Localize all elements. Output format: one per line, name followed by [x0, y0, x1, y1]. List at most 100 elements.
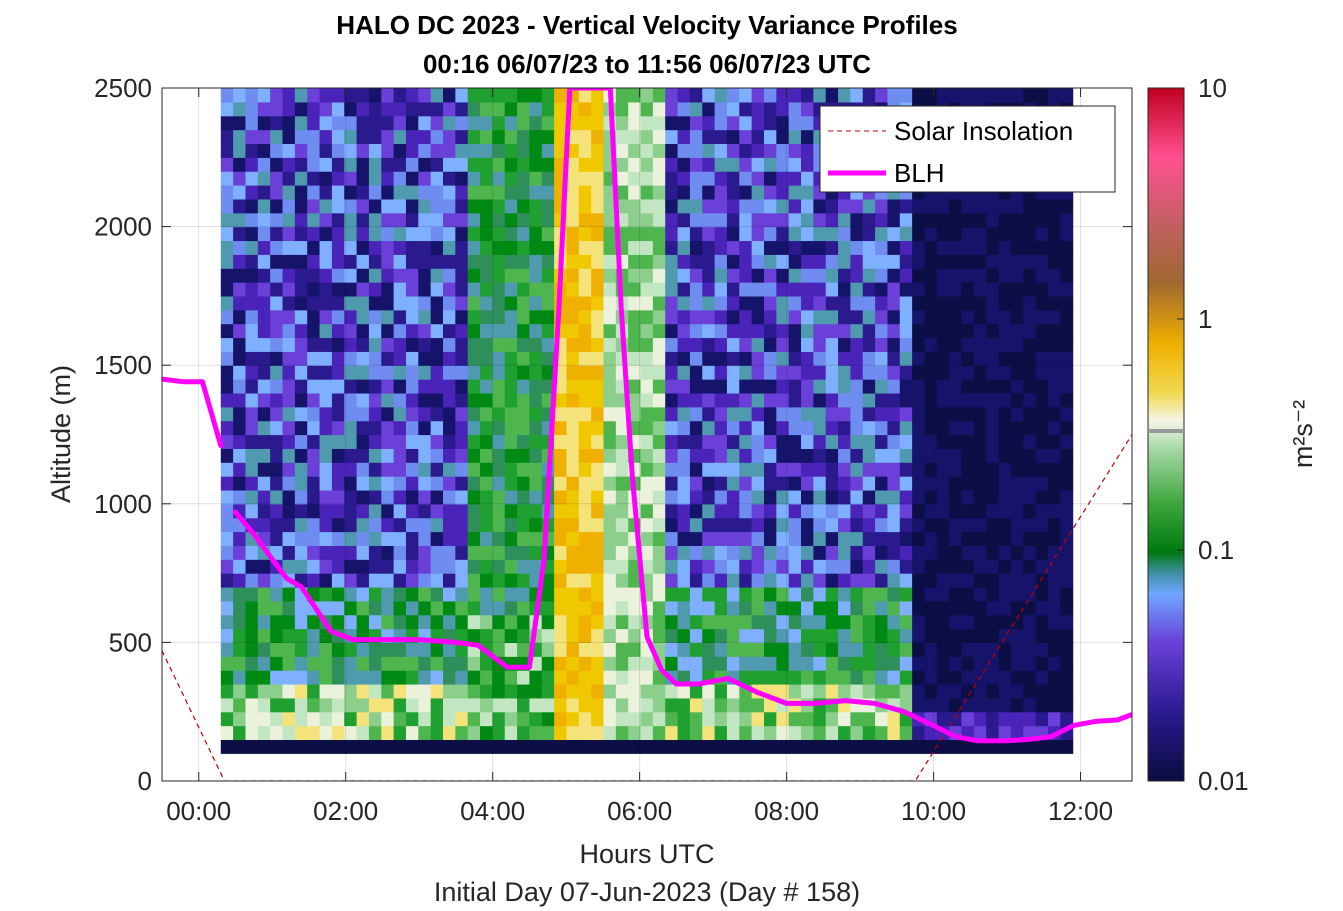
heatmap-cell [393, 573, 407, 588]
heatmap-cell [949, 683, 963, 699]
heatmap-cell [986, 614, 1000, 630]
heatmap-cell [850, 420, 864, 436]
heatmap-cell [813, 531, 827, 546]
heatmap-cell [912, 212, 926, 228]
heatmap-cell [665, 254, 679, 269]
heatmap-cell [233, 254, 247, 269]
heatmap-cell [566, 559, 580, 574]
x-tick-label: 04:00 [460, 796, 525, 826]
heatmap-cell [578, 697, 592, 713]
heatmap-cell [331, 739, 345, 754]
heatmap-cell [529, 503, 543, 519]
heatmap-cell [862, 309, 876, 325]
heatmap-cell [492, 212, 506, 228]
heatmap-cell [455, 406, 469, 422]
heatmap-cell [492, 365, 506, 380]
heatmap-cell [1060, 337, 1074, 352]
heatmap-cell [578, 683, 592, 699]
heatmap-cell [665, 434, 679, 449]
heatmap-cell [1010, 88, 1024, 103]
heatmap-cell [356, 365, 370, 380]
heatmap-cell [1060, 614, 1074, 630]
colorbar-tick-label: 10 [1198, 73, 1227, 103]
heatmap-cell [788, 656, 802, 671]
heatmap-cell [665, 545, 679, 560]
heatmap-cell [480, 351, 493, 366]
heatmap-cell [467, 351, 481, 366]
heatmap-cell [652, 88, 666, 103]
heatmap-cell [1010, 628, 1024, 643]
heatmap-cell [331, 254, 345, 269]
heatmap-cell [393, 462, 407, 477]
heatmap-cell [443, 226, 456, 242]
heatmap-cell [467, 171, 481, 186]
heatmap-cell [393, 171, 407, 186]
heatmap-cell [1010, 392, 1024, 408]
heatmap-cell [640, 462, 654, 477]
heatmap-cell [640, 545, 654, 560]
heatmap-cell [1035, 503, 1049, 519]
heatmap-cell [455, 545, 469, 560]
heatmap-cell [689, 198, 703, 214]
heatmap-cell [430, 268, 444, 283]
heatmap-cell [257, 212, 271, 228]
heatmap-cell [677, 642, 691, 657]
heatmap-cell [1047, 337, 1061, 352]
heatmap-cell [492, 614, 506, 630]
heatmap-cell [825, 739, 839, 754]
heatmap-cell [850, 462, 864, 477]
heatmap-cell [381, 282, 395, 297]
heatmap-cell [393, 559, 407, 574]
heatmap-cell [652, 462, 666, 477]
heatmap-cell [430, 600, 444, 616]
heatmap-cell [677, 476, 691, 491]
heatmap-cell [665, 739, 679, 754]
heatmap-cell [331, 489, 345, 505]
heatmap-cell [356, 282, 370, 297]
heatmap-cell [1047, 462, 1061, 477]
heatmap-cell [245, 448, 259, 463]
heatmap-cell [1010, 406, 1024, 422]
heatmap-cell [763, 254, 777, 269]
heatmap-cell [257, 725, 271, 741]
heatmap-cell [739, 573, 753, 588]
heatmap-cell [294, 725, 308, 741]
heatmap-cell [591, 670, 605, 685]
heatmap-cell [665, 295, 679, 311]
heatmap-cell [751, 420, 765, 436]
heatmap-cell [233, 88, 247, 103]
heatmap-cell [319, 101, 333, 117]
heatmap-cell [1035, 198, 1049, 214]
heatmap-cell [541, 628, 555, 643]
heatmap-cell [862, 323, 876, 339]
heatmap-cell [430, 725, 444, 741]
heatmap-cell [245, 323, 259, 339]
heatmap-cell [430, 392, 444, 408]
heatmap-cell [307, 683, 321, 699]
heatmap-cell [245, 143, 259, 158]
heatmap-cell [801, 586, 814, 602]
heatmap-cell [702, 406, 716, 422]
heatmap-cell [591, 573, 605, 588]
heatmap-cell [566, 656, 580, 671]
y-tick-label: 2500 [94, 73, 152, 103]
heatmap-cell [1047, 739, 1061, 754]
heatmap-cell [467, 185, 481, 200]
heatmap-cell [1023, 268, 1037, 283]
heatmap-cell [368, 365, 382, 380]
heatmap-cell [763, 503, 777, 519]
heatmap-cell [751, 337, 765, 352]
heatmap-cell [986, 309, 1000, 325]
heatmap-cell [1047, 351, 1061, 366]
heatmap-cell [850, 406, 864, 422]
heatmap-cell [850, 503, 864, 519]
heatmap-cell [220, 503, 234, 519]
heatmap-cell [443, 254, 456, 269]
heatmap-cell [257, 268, 271, 283]
heatmap-cell [1010, 282, 1024, 297]
heatmap-cell [788, 586, 802, 602]
heatmap-cell [714, 365, 728, 380]
heatmap-cell [912, 88, 926, 103]
heatmap-cell [615, 448, 629, 463]
heatmap-cell [368, 171, 382, 186]
